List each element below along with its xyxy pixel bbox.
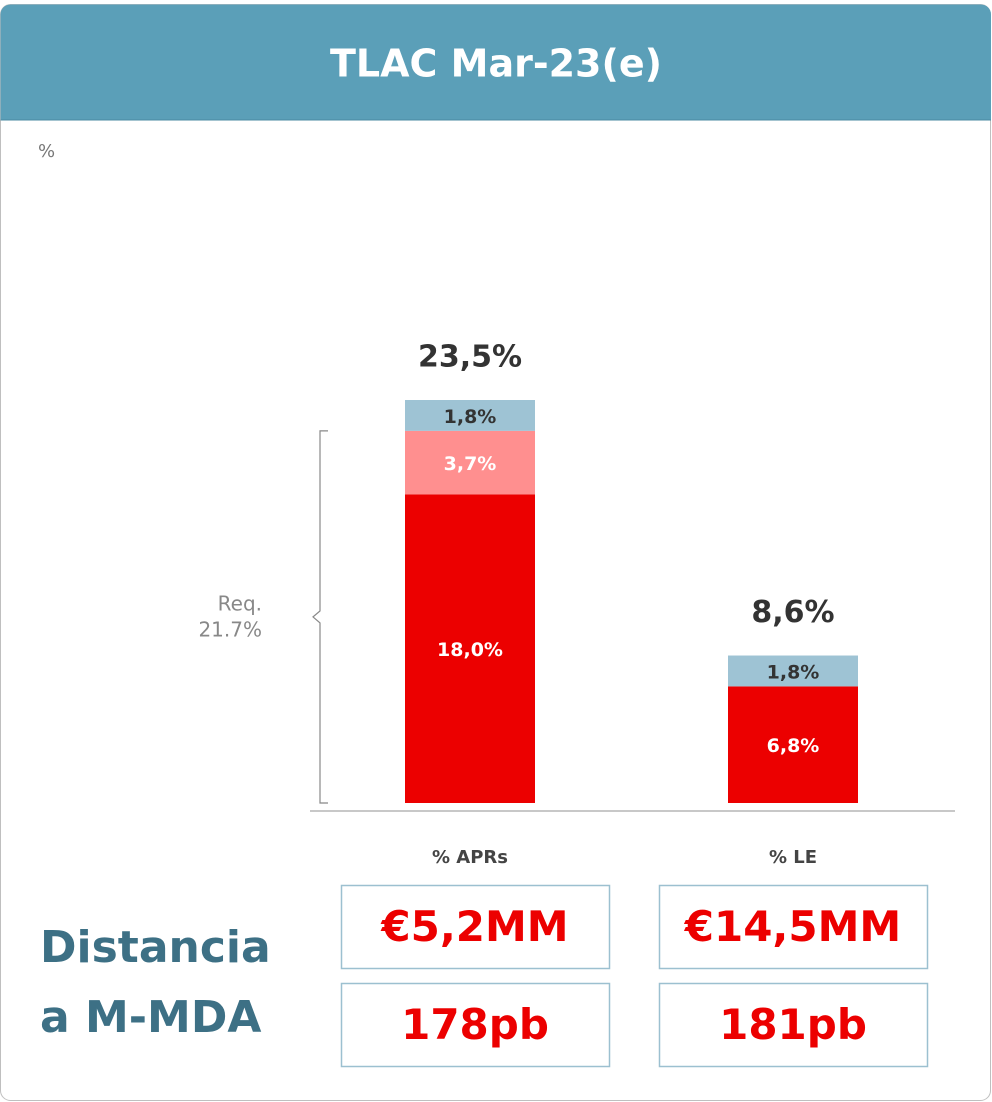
value-label: 3,7% <box>444 453 497 475</box>
metric-value: €5,2MM <box>380 902 568 951</box>
footer-title: a M-MDA <box>40 992 261 1043</box>
bar-segment <box>405 430 535 495</box>
x-tick-label: % APRs <box>432 847 508 868</box>
annotation: Req. <box>218 591 262 615</box>
chart-title: TLAC Mar-23(e) <box>330 42 662 86</box>
total-label: 23,5% <box>418 340 522 375</box>
metric-box <box>340 982 611 1068</box>
requirement-bracket <box>312 430 328 804</box>
value-label: 18,0% <box>437 639 503 661</box>
metric-value: €14,5MM <box>684 902 901 951</box>
bar-segment <box>728 686 858 803</box>
metric-box <box>658 884 929 970</box>
bar-segment <box>405 494 535 803</box>
value-label: 1,8% <box>444 406 497 428</box>
value-label: 6,8% <box>767 735 820 757</box>
unit-label: % <box>38 141 55 162</box>
metric-value: 178pb <box>401 1000 549 1049</box>
value-label: 1,8% <box>767 661 820 683</box>
footer-title: Distancia <box>40 922 271 973</box>
total-label: 8,6% <box>751 595 834 630</box>
metric-box <box>340 884 611 970</box>
x-tick-label: % LE <box>769 847 817 868</box>
metric-box <box>658 982 929 1068</box>
bar-segment <box>405 400 535 431</box>
annotation: 21.7% <box>198 617 262 641</box>
bar-segment <box>728 655 858 687</box>
metric-value: 181pb <box>719 1000 867 1049</box>
header <box>0 4 991 120</box>
